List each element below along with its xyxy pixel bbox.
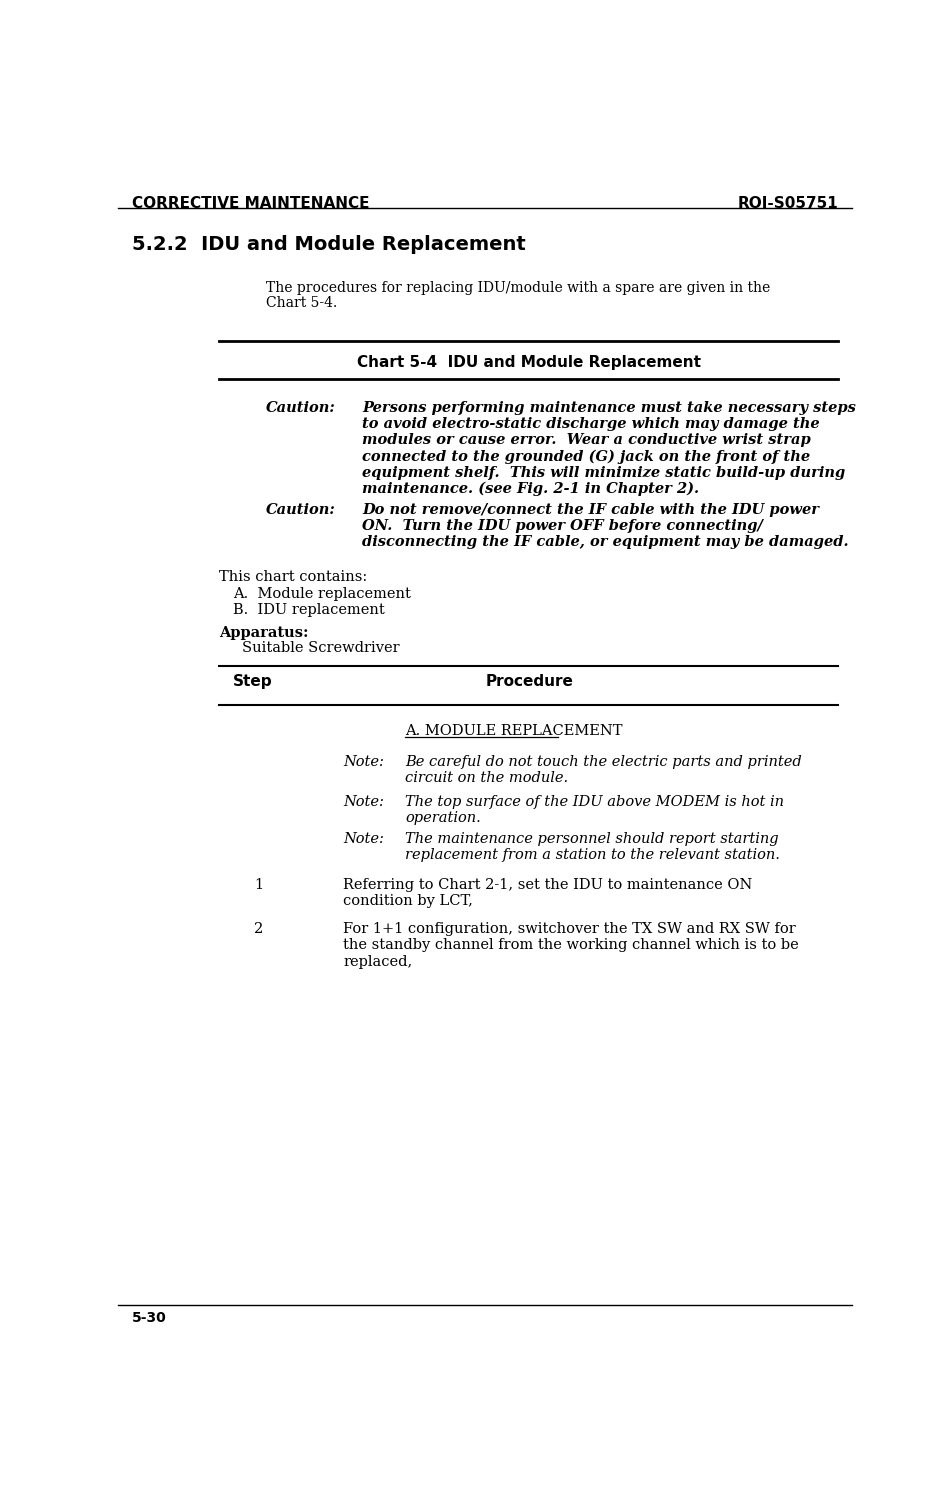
Text: Procedure: Procedure (485, 675, 573, 690)
Text: ROI-S05751: ROI-S05751 (738, 196, 838, 211)
Text: circuit on the module.: circuit on the module. (405, 772, 568, 785)
Text: Chart 5-4  IDU and Module Replacement: Chart 5-4 IDU and Module Replacement (357, 355, 701, 370)
Text: CORRECTIVE MAINTENANCE: CORRECTIVE MAINTENANCE (133, 196, 370, 211)
Text: ON.  Turn the IDU power OFF before connecting/: ON. Turn the IDU power OFF before connec… (363, 518, 763, 533)
Text: replacement from a station to the relevant station.: replacement from a station to the releva… (405, 848, 780, 863)
Text: maintenance. (see Fig. 2-1 in Chapter 2).: maintenance. (see Fig. 2-1 in Chapter 2)… (363, 482, 700, 496)
Text: modules or cause error.  Wear a conductive wrist strap: modules or cause error. Wear a conductiv… (363, 433, 812, 448)
Text: A.  Module replacement: A. Module replacement (233, 587, 411, 602)
Text: Be careful do not touch the electric parts and printed: Be careful do not touch the electric par… (405, 755, 802, 769)
Text: Persons performing maintenance must take necessary steps: Persons performing maintenance must take… (363, 402, 856, 415)
Text: Do not remove/connect the IF cable with the IDU power: Do not remove/connect the IF cable with … (363, 503, 819, 517)
Text: A. MODULE REPLACEMENT: A. MODULE REPLACEMENT (405, 724, 622, 739)
Text: condition by LCT,: condition by LCT, (343, 894, 473, 908)
Text: 5-30: 5-30 (133, 1311, 167, 1326)
Text: The maintenance personnel should report starting: The maintenance personnel should report … (405, 832, 778, 847)
Text: Caution:: Caution: (265, 503, 335, 517)
Text: Chart 5-4.: Chart 5-4. (265, 296, 337, 311)
Text: equipment shelf.  This will minimize static build-up during: equipment shelf. This will minimize stat… (363, 466, 846, 479)
Text: Step: Step (233, 675, 273, 690)
Text: the standby channel from the working channel which is to be: the standby channel from the working cha… (343, 939, 799, 953)
Text: disconnecting the IF cable, or equipment may be damaged.: disconnecting the IF cable, or equipment… (363, 534, 849, 549)
Text: The procedures for replacing IDU/module with a spare are given in the: The procedures for replacing IDU/module … (265, 281, 770, 294)
Text: For 1+1 configuration, switchover the TX SW and RX SW for: For 1+1 configuration, switchover the TX… (343, 923, 795, 936)
Text: Referring to Chart 2-1, set the IDU to maintenance ON: Referring to Chart 2-1, set the IDU to m… (343, 878, 753, 893)
Text: Suitable Screwdriver: Suitable Screwdriver (242, 640, 400, 655)
Text: Apparatus:: Apparatus: (219, 626, 309, 640)
Text: 5.2.2  IDU and Module Replacement: 5.2.2 IDU and Module Replacement (133, 234, 527, 254)
Text: connected to the grounded (G) jack on the front of the: connected to the grounded (G) jack on th… (363, 449, 811, 464)
Text: to avoid electro-static discharge which may damage the: to avoid electro-static discharge which … (363, 417, 820, 431)
Text: This chart contains:: This chart contains: (219, 570, 367, 584)
Text: The top surface of the IDU above MODEM is hot in: The top surface of the IDU above MODEM i… (405, 796, 784, 809)
Text: Note:: Note: (343, 755, 384, 769)
Text: 2: 2 (254, 923, 263, 936)
Text: B.  IDU replacement: B. IDU replacement (233, 603, 384, 618)
Text: Note:: Note: (343, 832, 384, 847)
Text: replaced,: replaced, (343, 954, 412, 969)
Text: Note:: Note: (343, 796, 384, 809)
Text: Caution:: Caution: (265, 402, 335, 415)
Text: operation.: operation. (405, 811, 481, 826)
Text: 1: 1 (254, 878, 263, 893)
